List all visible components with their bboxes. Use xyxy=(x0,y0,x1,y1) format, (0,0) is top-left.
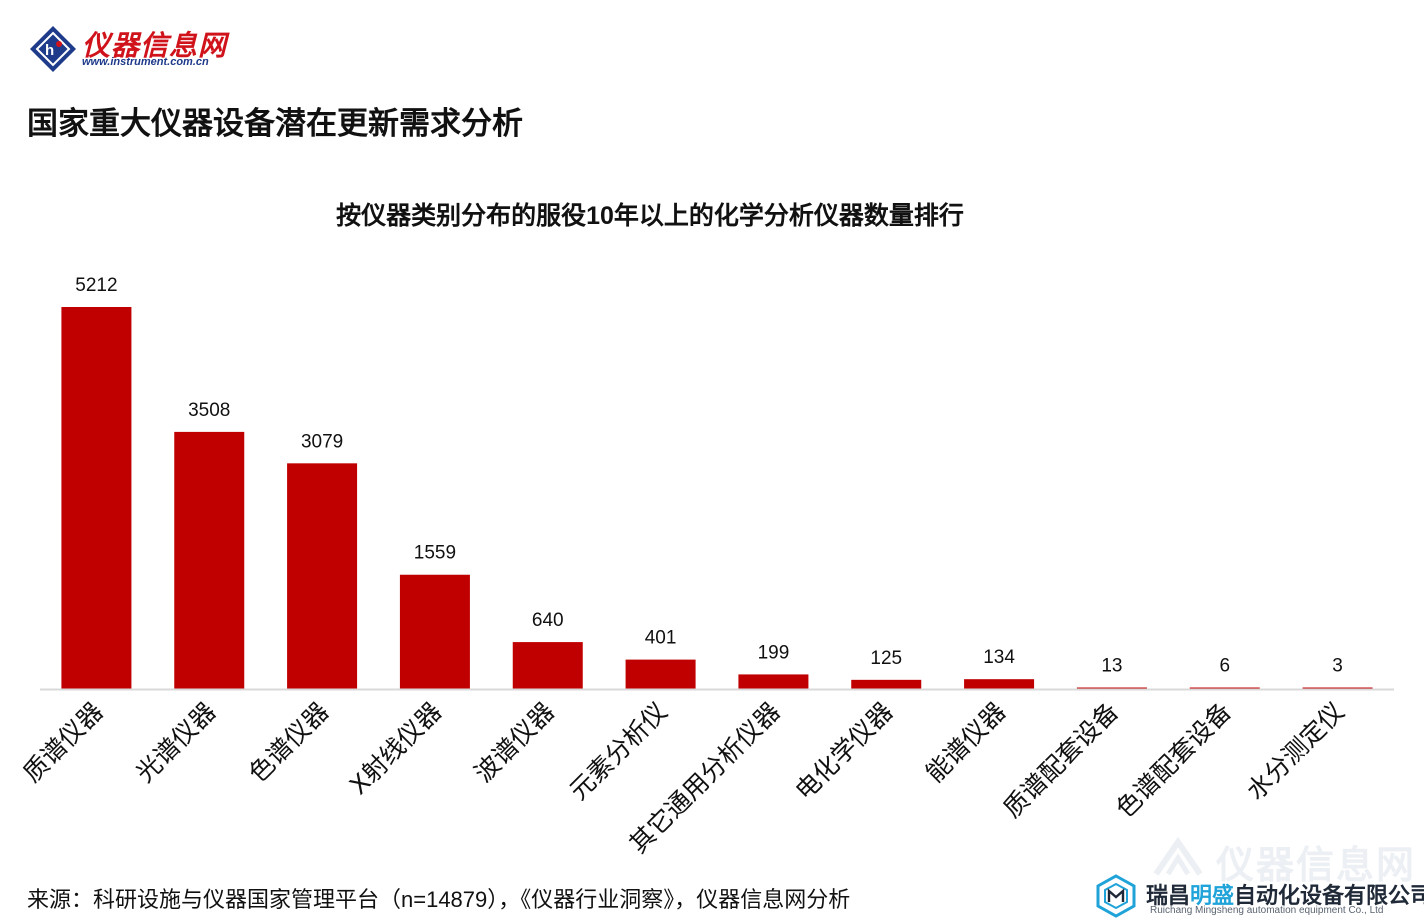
data-label-10: 13 xyxy=(1101,656,1122,677)
data-label-4: 1559 xyxy=(414,543,456,564)
company-name: 瑞昌明盛自动化设备有限公司 xyxy=(1146,878,1424,910)
bar-7 xyxy=(738,674,809,689)
data-label-8: 125 xyxy=(870,648,902,669)
company-name-prefix: 瑞昌 xyxy=(1146,883,1191,908)
x-tick-label-3: 色谱仪器 xyxy=(243,697,334,788)
company-name-highlight: 明盛 xyxy=(1190,883,1235,908)
logo-text: 仪器信息网 xyxy=(82,30,228,61)
x-tick-label-10: 质谱配套设备 xyxy=(998,697,1125,824)
bar-1 xyxy=(61,307,132,689)
data-label-6: 401 xyxy=(645,628,677,649)
x-tick-label-11: 色谱配套设备 xyxy=(1110,697,1237,824)
x-tick-label-9: 能谱仪器 xyxy=(920,697,1011,788)
data-label-7: 199 xyxy=(758,642,790,663)
watermark-icon xyxy=(1153,836,1203,876)
company-name-suffix: 自动化设备有限公司 xyxy=(1234,883,1424,908)
company-name-english: Ruichang Mingsheng automation equipment … xyxy=(1150,905,1384,916)
data-label-5: 640 xyxy=(532,610,564,631)
svg-text:h: h xyxy=(45,42,54,59)
x-tick-label-8: 电化学仪器 xyxy=(790,697,899,806)
bar-8 xyxy=(851,679,922,689)
logo-url: www.instrument.com.cn xyxy=(82,56,209,68)
bar-5 xyxy=(512,642,583,689)
page-title: 国家重大仪器设备潜在更新需求分析 xyxy=(27,106,523,141)
logo-icon: h xyxy=(30,26,76,72)
x-tick-label-1: 质谱仪器 xyxy=(17,697,108,788)
x-tick-label-4: X射线仪器 xyxy=(344,697,447,800)
data-label-9: 134 xyxy=(983,647,1015,668)
x-tick-label-6: 元素分析仪 xyxy=(564,697,673,806)
chart-title: 按仪器类别分布的服役10年以上的化学分析仪器数量排行 xyxy=(336,202,964,230)
bar-10 xyxy=(1076,687,1147,689)
logo: h 仪器信息网 www.instrument.com.cn xyxy=(28,22,238,74)
data-label-2: 3508 xyxy=(188,400,230,421)
bar-11 xyxy=(1189,687,1260,689)
bar-3 xyxy=(287,463,358,689)
x-tick-label-12: 水分测定仪 xyxy=(1241,697,1350,806)
bar-4 xyxy=(399,574,470,689)
bar-chart: 5212 质谱仪器 3508 光谱仪器 3079 色谱仪器 1559 X射线仪器 640 波谱仪器… xyxy=(17,275,1394,859)
x-tick-label-5: 波谱仪器 xyxy=(469,697,560,788)
data-label-3: 3079 xyxy=(301,431,343,452)
bar-2 xyxy=(174,431,245,689)
bar-9 xyxy=(964,679,1035,689)
bar-12 xyxy=(1302,687,1373,689)
data-label-11: 6 xyxy=(1219,656,1230,677)
bar-6 xyxy=(625,659,696,689)
watermark-text: 仪器信息网 xyxy=(1216,845,1417,887)
data-label-1: 5212 xyxy=(75,275,117,296)
source-note: 来源：科研设施与仪器国家管理平台（n=14879），《仪器行业洞察》，仪器信息网… xyxy=(27,887,851,912)
company-logo-icon xyxy=(1096,874,1136,918)
data-label-12: 3 xyxy=(1332,656,1343,677)
x-tick-label-2: 光谱仪器 xyxy=(130,697,221,788)
company-brand: 瑞昌明盛自动化设备有限公司 Ruichang Mingsheng automat… xyxy=(1094,872,1424,920)
